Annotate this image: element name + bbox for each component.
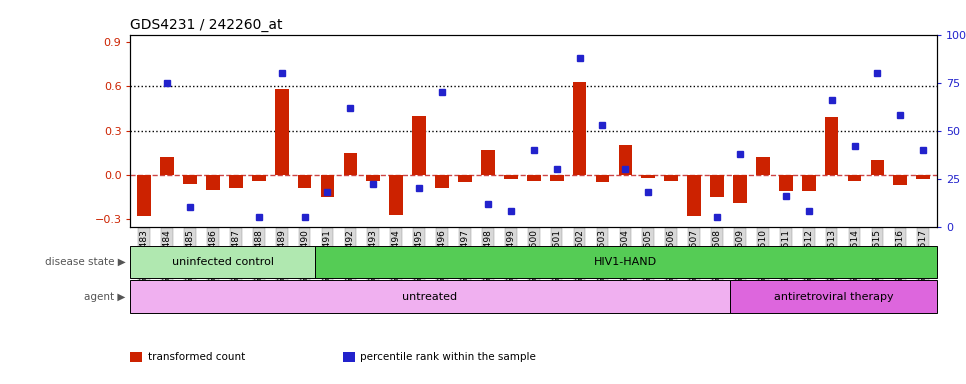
Bar xyxy=(825,117,838,175)
Bar xyxy=(729,280,937,313)
Text: percentile rank within the sample: percentile rank within the sample xyxy=(360,352,536,362)
Bar xyxy=(130,280,729,313)
Bar xyxy=(526,175,541,181)
Bar xyxy=(298,175,311,188)
Bar xyxy=(137,175,151,216)
Bar xyxy=(252,175,266,181)
Text: disease state ▶: disease state ▶ xyxy=(44,257,126,267)
Bar xyxy=(315,246,937,278)
Bar xyxy=(573,82,586,175)
Bar xyxy=(412,116,426,175)
Bar xyxy=(870,160,884,175)
Bar xyxy=(321,175,334,197)
Bar xyxy=(206,175,220,190)
Bar xyxy=(596,175,610,182)
Text: agent ▶: agent ▶ xyxy=(84,291,126,302)
Bar xyxy=(366,175,381,181)
Text: antiretroviral therapy: antiretroviral therapy xyxy=(774,291,894,302)
Bar xyxy=(435,175,449,188)
Bar xyxy=(917,175,930,179)
Bar xyxy=(618,145,633,175)
Text: untreated: untreated xyxy=(403,291,458,302)
Bar xyxy=(802,175,815,191)
Bar xyxy=(184,175,197,184)
Bar xyxy=(160,157,174,175)
Bar xyxy=(458,175,471,182)
Text: uninfected control: uninfected control xyxy=(172,257,273,267)
Bar xyxy=(344,153,357,175)
Bar xyxy=(733,175,747,203)
Bar xyxy=(274,89,289,175)
Text: GDS4231 / 242260_at: GDS4231 / 242260_at xyxy=(130,18,283,32)
Bar xyxy=(779,175,793,191)
Bar xyxy=(665,175,678,181)
Bar xyxy=(481,150,495,175)
Bar xyxy=(710,175,724,197)
Bar xyxy=(894,175,907,185)
Bar xyxy=(756,157,770,175)
Bar xyxy=(687,175,701,216)
Bar xyxy=(550,175,563,181)
Bar xyxy=(229,175,242,188)
Bar xyxy=(130,246,315,278)
Bar xyxy=(504,175,518,179)
Text: HIV1-HAND: HIV1-HAND xyxy=(594,257,658,267)
Bar xyxy=(389,175,403,215)
Bar xyxy=(847,175,862,181)
Text: transformed count: transformed count xyxy=(148,352,245,362)
Bar xyxy=(641,175,655,178)
